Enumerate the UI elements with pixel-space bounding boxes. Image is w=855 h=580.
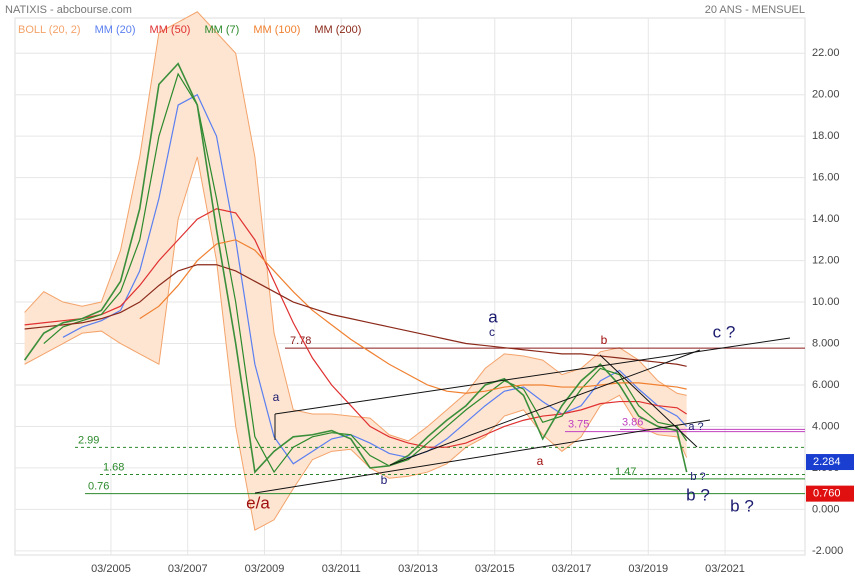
header-title: NATIXIS - abcbourse.com	[5, 4, 132, 16]
ma-line	[139, 239, 687, 394]
annotation: b	[601, 333, 608, 347]
x-tick-label: 03/2011	[322, 563, 361, 575]
x-tick-label: 03/2017	[552, 563, 592, 575]
level-label: 3.75	[568, 419, 589, 431]
header-period: 20 ANS - MENSUEL	[705, 4, 805, 16]
annotation: c ?	[713, 322, 736, 341]
x-tick-label: 03/2005	[91, 563, 131, 575]
price-tag-label: 0.760	[813, 488, 841, 500]
ma-line	[43, 72, 688, 474]
level-label: 1.68	[103, 461, 124, 473]
x-tick-label: 03/2007	[168, 563, 208, 575]
x-tick-label: 03/2021	[705, 563, 745, 575]
annotation: b ?	[730, 496, 754, 515]
level-label: 7.78	[290, 335, 311, 347]
y-tick-label: 0.000	[812, 503, 840, 515]
price-tag-label: 2.284	[813, 456, 841, 468]
level-label: 3.86	[622, 416, 643, 428]
price-tag	[806, 485, 854, 502]
level-label: 1.47	[615, 466, 636, 478]
legend-entry: MM (50)	[150, 24, 191, 36]
ma-line	[62, 93, 688, 465]
y-tick-label: 18.00	[812, 130, 840, 142]
plot-frame	[14, 17, 806, 556]
y-tick-label: 6.000	[812, 379, 840, 391]
y-tick-label: 20.00	[812, 89, 840, 101]
annotations: a b c a a b e/a c ? b ? b ? a ? b ?	[246, 307, 754, 515]
y-tick-label: 22.00	[812, 47, 840, 59]
annotation: c	[489, 325, 495, 339]
band-area	[24, 11, 687, 531]
legend-entry: BOLL (20, 2)	[18, 24, 81, 36]
annotation: a	[273, 390, 280, 404]
price-tag	[806, 454, 854, 471]
plot-area: -2.0000.0002.0004.0006.0008.00010.0012.0…	[14, 11, 854, 575]
annotation: a	[488, 307, 498, 326]
legend-entry: MM (20)	[95, 24, 136, 36]
trend-line	[599, 354, 698, 448]
ma-line	[24, 208, 687, 448]
y-tick-label: 16.00	[812, 172, 840, 184]
y-tick-label: 8.000	[812, 337, 840, 349]
legend-entry: MM (100)	[253, 24, 300, 36]
y-tick-label: 12.00	[812, 254, 840, 266]
legend-entry: MM (7)	[204, 24, 239, 36]
legend-entry: MM (200)	[314, 24, 361, 36]
x-tick-label: 03/2015	[475, 563, 515, 575]
level-label: 2.99	[78, 434, 99, 446]
y-tick-label: -2.000	[812, 545, 843, 557]
trend-line	[389, 349, 701, 466]
x-tick-label: 03/2013	[398, 563, 438, 575]
band-upper	[24, 11, 687, 442]
x-tick-label: 03/2019	[628, 563, 668, 575]
y-tick-label: 14.00	[812, 213, 840, 225]
annotation: b ?	[686, 485, 710, 504]
trend-line	[274, 337, 791, 415]
ma-line	[24, 264, 687, 367]
trend-lines	[254, 337, 791, 494]
annotation: a ?	[688, 421, 703, 433]
price-line	[23, 62, 688, 474]
annotation: a	[537, 454, 544, 468]
level-label: 0.76	[88, 481, 109, 493]
annotation: e/a	[246, 493, 270, 512]
annotation: b	[381, 473, 388, 487]
y-tick-label: 10.00	[812, 296, 840, 308]
x-tick-label: 03/2009	[245, 563, 285, 575]
y-tick-label: 4.000	[812, 420, 840, 432]
trend-line	[254, 419, 711, 494]
annotation: b ?	[690, 471, 705, 483]
